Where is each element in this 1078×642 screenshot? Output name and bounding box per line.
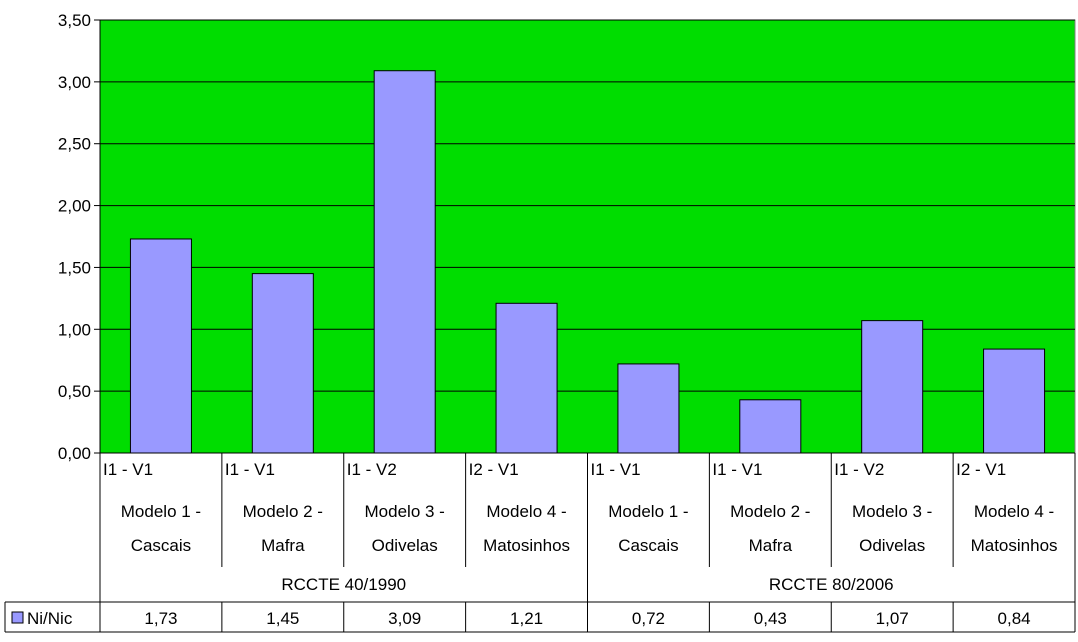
category-code: I2 - V1 bbox=[956, 460, 1006, 479]
y-tick-label: 2,50 bbox=[58, 135, 91, 154]
data-label: 1,45 bbox=[266, 609, 299, 628]
bar bbox=[129, 238, 192, 454]
category-code: I2 - V1 bbox=[469, 460, 519, 479]
data-label: 1,21 bbox=[510, 609, 543, 628]
legend-label: Ni/Nic bbox=[27, 609, 73, 628]
bar bbox=[373, 70, 436, 454]
category-code: I1 - V1 bbox=[103, 460, 153, 479]
bars bbox=[129, 70, 1046, 454]
category-label: Modelo 4 - bbox=[486, 502, 566, 521]
category-code: I1 - V1 bbox=[712, 460, 762, 479]
y-tick-label: 2,00 bbox=[58, 197, 91, 216]
data-label: 1,07 bbox=[876, 609, 909, 628]
category-label: Cascais bbox=[618, 536, 678, 555]
data-label: 0,43 bbox=[754, 609, 787, 628]
bar bbox=[251, 273, 314, 454]
y-tick-label: 0,00 bbox=[58, 444, 91, 463]
category-label: Odivelas bbox=[859, 536, 925, 555]
bar bbox=[983, 348, 1046, 454]
group-label: RCCTE 80/2006 bbox=[769, 575, 894, 594]
data-label: 3,09 bbox=[388, 609, 421, 628]
y-tick-label: 3,50 bbox=[58, 11, 91, 30]
category-label: Cascais bbox=[131, 536, 191, 555]
category-code: I1 - V1 bbox=[225, 460, 275, 479]
category-code: I1 - V2 bbox=[347, 460, 397, 479]
plot-area bbox=[99, 19, 1076, 454]
bar bbox=[861, 320, 924, 454]
category-label: Modelo 2 - bbox=[730, 502, 810, 521]
group-label: RCCTE 40/1990 bbox=[281, 575, 406, 594]
category-label: Odivelas bbox=[372, 536, 438, 555]
data-label: 0,72 bbox=[632, 609, 665, 628]
category-code: I1 - V1 bbox=[591, 460, 641, 479]
category-label: Modelo 2 - bbox=[243, 502, 323, 521]
category-table: I1 - V1 Modelo 1 - Cascais I1 - V1 Modelo 2 … bbox=[99, 452, 1076, 602]
category-label: Modelo 3 - bbox=[852, 502, 932, 521]
category-label: Modelo 4 - bbox=[974, 502, 1054, 521]
bar bbox=[617, 363, 680, 454]
category-label: Modelo 1 - bbox=[608, 502, 688, 521]
y-tick-label: 1,00 bbox=[58, 320, 91, 339]
category-label: Mafra bbox=[261, 536, 305, 555]
bar bbox=[495, 302, 558, 454]
y-tick-label: 3,00 bbox=[58, 73, 91, 92]
data-label: 0,84 bbox=[998, 609, 1031, 628]
category-label: Mafra bbox=[749, 536, 793, 555]
category-code: I1 - V2 bbox=[834, 460, 884, 479]
y-tick-label: 1,50 bbox=[58, 258, 91, 277]
y-tick-label: 0,50 bbox=[58, 382, 91, 401]
bar bbox=[739, 399, 802, 454]
category-label: Modelo 1 - bbox=[121, 502, 201, 521]
legend-swatch bbox=[11, 611, 24, 624]
y-axis: 0,00 0,50 1,00 1,50 2,00 2,50 3,00 3,50 bbox=[58, 11, 101, 463]
category-label: Matosinhos bbox=[483, 536, 570, 555]
data-table: Ni/Nic 1,73 1,45 3,09 1,21 0,72 0,43 1,07 0,84 bbox=[4, 601, 1076, 633]
category-label: Matosinhos bbox=[971, 536, 1058, 555]
category-label: Modelo 3 - bbox=[365, 502, 445, 521]
data-label: 1,73 bbox=[144, 609, 177, 628]
